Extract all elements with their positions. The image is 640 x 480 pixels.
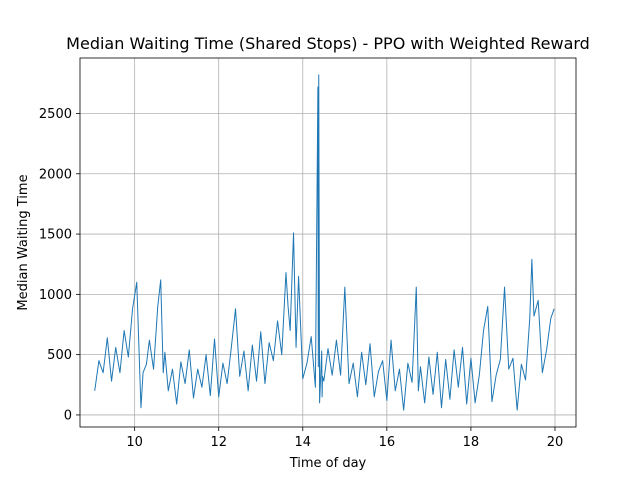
y-tick-label: 1500 bbox=[39, 228, 72, 243]
y-tick-label: 1000 bbox=[39, 288, 72, 303]
x-tick-label: 18 bbox=[463, 435, 480, 450]
series-line bbox=[94, 74, 555, 411]
series-layer bbox=[94, 74, 555, 411]
x-axis-label: Time of day bbox=[289, 456, 367, 471]
x-axis: 10 12 14 16 18 20 bbox=[126, 427, 563, 450]
x-tick-label: 14 bbox=[295, 435, 312, 450]
chart-title: Median Waiting Time (Shared Stops) - PPO… bbox=[66, 34, 590, 53]
plot-frame bbox=[79, 57, 577, 428]
y-tick-label: 2000 bbox=[39, 167, 72, 182]
y-axis: 0 500 1000 1500 2000 2500 bbox=[39, 107, 80, 423]
y-tick-label: 500 bbox=[47, 348, 72, 363]
y-tick-label: 0 bbox=[64, 408, 72, 423]
x-tick-label: 10 bbox=[126, 435, 143, 450]
y-tick-label: 2500 bbox=[39, 107, 72, 122]
x-tick-label: 12 bbox=[210, 435, 227, 450]
y-axis-label: Median Waiting Time bbox=[16, 174, 31, 310]
x-tick-label: 16 bbox=[379, 435, 396, 450]
x-tick-label: 20 bbox=[547, 435, 564, 450]
grid bbox=[80, 58, 576, 427]
